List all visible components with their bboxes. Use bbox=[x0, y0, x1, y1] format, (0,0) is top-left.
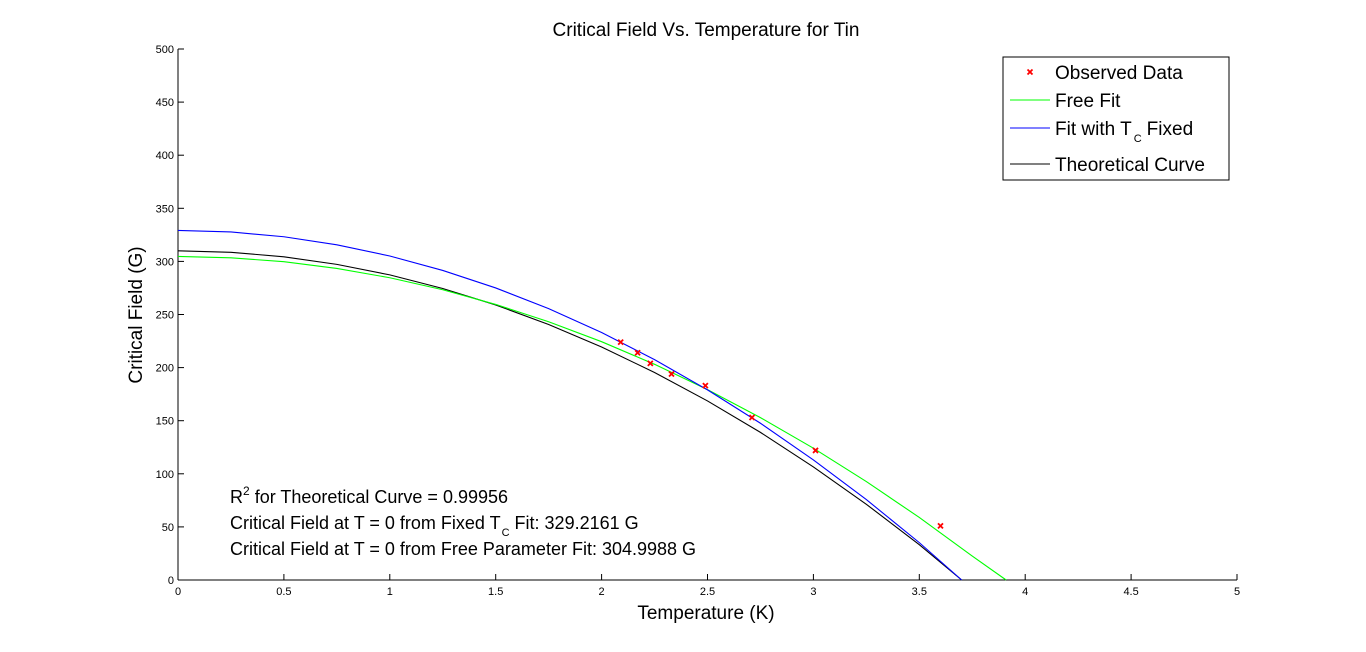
x-tick-label: 1.5 bbox=[488, 586, 503, 598]
data-point bbox=[748, 414, 756, 421]
y-tick-label: 50 bbox=[162, 522, 174, 534]
series-line-3 bbox=[177, 250, 963, 581]
axis-ticks: 0 0.5 1 1.5 2 2.5 3 3.5 4 4.5 50501001502002503003… bbox=[156, 44, 1240, 598]
data-point bbox=[812, 447, 819, 454]
data-point bbox=[647, 360, 654, 367]
y-tick-label: 250 bbox=[156, 310, 174, 322]
data-point bbox=[617, 338, 624, 346]
legend-label: Observed Data bbox=[1055, 63, 1183, 84]
x-axis-label: Temperature (K) bbox=[637, 603, 774, 624]
y-tick-label: 300 bbox=[156, 256, 174, 268]
y-tick-label: 100 bbox=[156, 469, 174, 481]
x-tick-label: 2 bbox=[599, 586, 605, 598]
annotation-line: R2 for Theoretical Curve = 0.99956 bbox=[230, 484, 508, 507]
series-lines bbox=[177, 229, 1007, 581]
y-tick-label: 150 bbox=[156, 416, 174, 428]
x-tick-label: 5 bbox=[1234, 586, 1240, 598]
legend-label: Free Fit bbox=[1055, 91, 1121, 112]
data-point bbox=[702, 382, 709, 389]
x-tick-label: 3 bbox=[810, 586, 816, 598]
legend-item: Observed Data bbox=[1026, 63, 1183, 84]
legend-item: Theoretical Curve bbox=[1010, 155, 1205, 176]
y-tick-label: 0 bbox=[168, 575, 174, 587]
y-tick-label: 450 bbox=[156, 97, 174, 109]
x-tick-label: 0 bbox=[175, 586, 181, 598]
y-axis-label: Critical Field (G) bbox=[126, 246, 147, 383]
legend-box bbox=[1002, 56, 1230, 181]
y-tick-label: 350 bbox=[156, 203, 174, 215]
data-point bbox=[668, 370, 675, 378]
y-tick-label: 200 bbox=[156, 363, 174, 375]
x-tick-label: 4 bbox=[1022, 586, 1028, 598]
x-tick-label: 3.5 bbox=[912, 586, 927, 598]
x-tick-label: 1 bbox=[387, 586, 393, 598]
chart-title: Critical Field Vs. Temperature for Tin bbox=[553, 20, 860, 41]
annotation-block: R2 for Theoretical Curve = 0.99956 Critic… bbox=[230, 484, 696, 559]
annotation-line: Critical Field at T = 0 from Fixed TC Fi… bbox=[230, 513, 639, 539]
series-line-2 bbox=[177, 229, 963, 581]
y-tick-label: 400 bbox=[156, 150, 174, 162]
series-line-1 bbox=[177, 255, 1007, 581]
legend-item: Free Fit bbox=[1010, 91, 1121, 112]
data-point bbox=[634, 349, 641, 356]
data-point bbox=[937, 522, 944, 529]
annotation-line: Critical Field at T = 0 from Free Parame… bbox=[230, 539, 696, 559]
observed-points bbox=[617, 338, 944, 529]
x-tick-label: 4.5 bbox=[1123, 586, 1138, 598]
legend-marker bbox=[1026, 68, 1034, 76]
x-tick-label: 2.5 bbox=[700, 586, 715, 598]
x-tick-label: 0.5 bbox=[276, 586, 291, 598]
legend-label: Theoretical Curve bbox=[1055, 155, 1205, 176]
y-tick-label: 500 bbox=[156, 44, 174, 56]
